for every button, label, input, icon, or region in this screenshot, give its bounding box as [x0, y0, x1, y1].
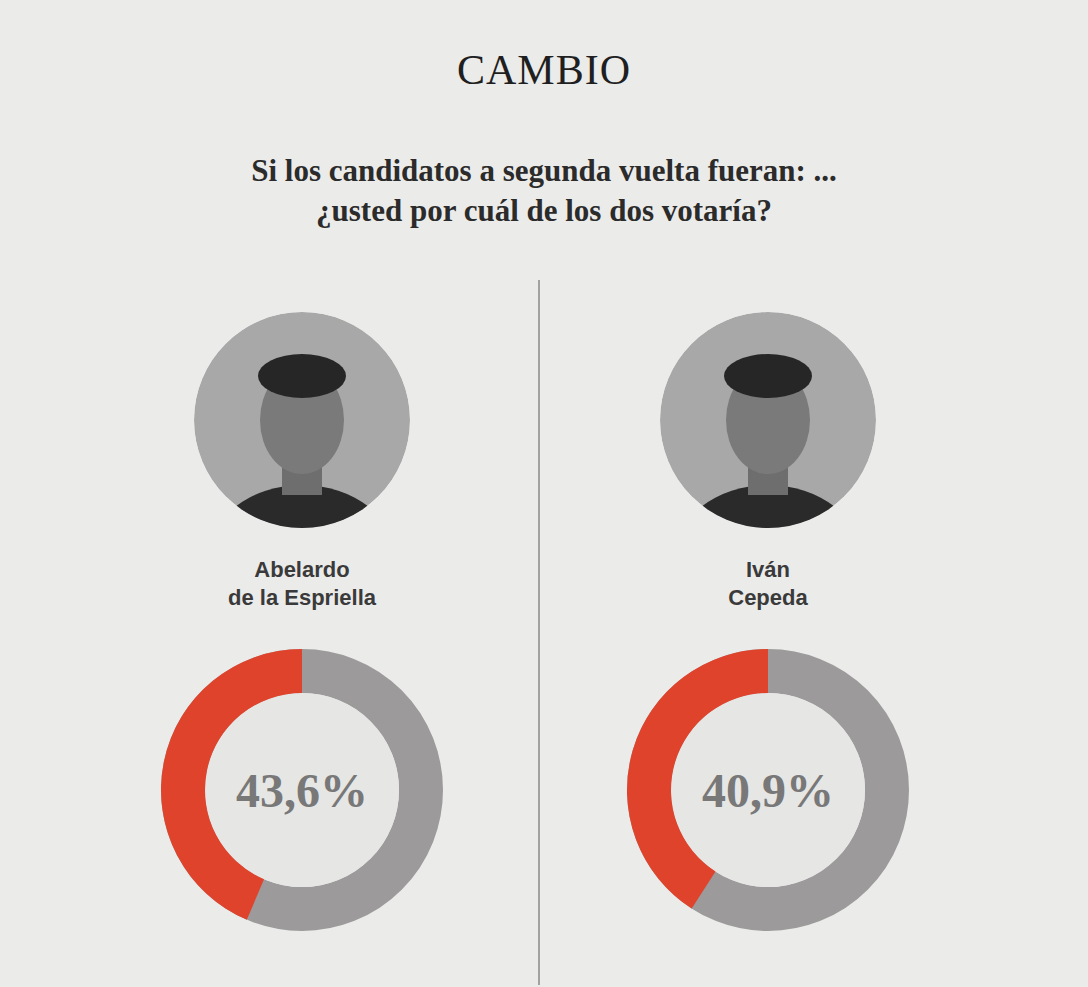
title-line: Si los candidatos a segunda vuelta fuera… — [251, 153, 837, 188]
name-line: Cepeda — [728, 585, 808, 610]
divider — [538, 280, 540, 985]
candidate-name: Abelardo de la Espriella — [228, 557, 377, 610]
portrait — [194, 312, 410, 635]
donut-hole — [671, 693, 865, 887]
portrait-shoulders — [673, 485, 863, 635]
candidate-name: Iván Cepeda — [728, 557, 808, 610]
portrait — [660, 312, 876, 635]
portrait-image — [194, 312, 410, 635]
portrait-image — [660, 312, 876, 635]
data-label: 40,9% — [702, 764, 834, 817]
portrait-shoulders — [207, 485, 397, 635]
brand: CAMBIO — [457, 47, 631, 93]
candidate-panel: Iván Cepeda 40,9% — [627, 312, 887, 909]
title: Si los candidatos a segunda vuelta fuera… — [251, 153, 837, 228]
data-label: 43,6% — [236, 764, 368, 817]
name-line: de la Espriella — [228, 585, 377, 610]
portrait-hair — [258, 354, 346, 398]
canvas: CAMBIO Si los candidatos a segunda vuelta… — [0, 0, 1088, 987]
page: {"brand": "CAMBIO", "chart_data": {"type… — [0, 0, 1088, 987]
name-line: Abelardo — [254, 557, 349, 582]
chart-root: CAMBIO Si los candidatos a segunda vuelta… — [0, 0, 1088, 987]
portrait-hair — [724, 354, 812, 398]
title-line: ¿usted por cuál de los dos votaría? — [316, 193, 772, 228]
candidate-panel: Abelardo de la Espriella 43,6% — [161, 312, 421, 920]
donut-hole — [205, 693, 399, 887]
name-line: Iván — [746, 557, 790, 582]
background — [0, 0, 1088, 987]
